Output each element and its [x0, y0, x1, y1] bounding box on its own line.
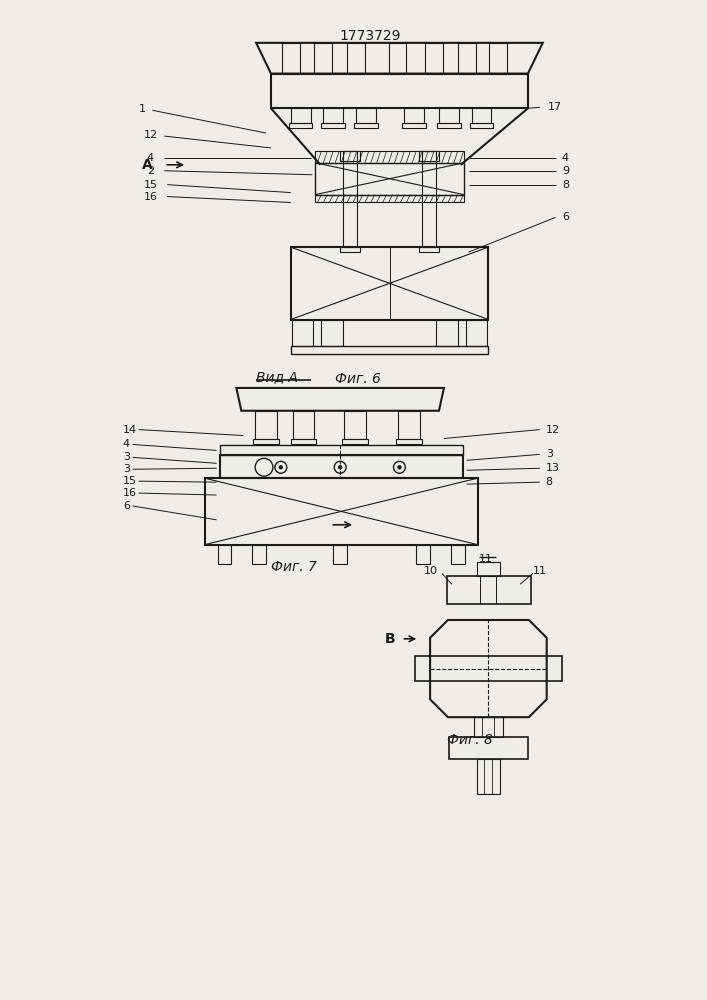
Bar: [397, 439, 422, 444]
Text: 6: 6: [562, 212, 569, 222]
Bar: [399, 411, 420, 439]
Bar: [343, 151, 357, 247]
Bar: [477, 759, 501, 794]
Bar: [439, 108, 459, 123]
Text: 14: 14: [123, 425, 137, 435]
Text: А: А: [142, 158, 153, 172]
Bar: [340, 151, 360, 161]
Bar: [415, 656, 561, 681]
Bar: [253, 439, 279, 444]
Bar: [449, 737, 528, 759]
Bar: [288, 123, 312, 128]
Text: 3: 3: [546, 449, 553, 459]
Bar: [425, 43, 443, 74]
Bar: [315, 163, 464, 195]
Bar: [419, 151, 439, 161]
Bar: [323, 108, 343, 123]
Text: 4: 4: [562, 153, 569, 163]
Bar: [322, 320, 343, 346]
Bar: [293, 411, 315, 439]
Bar: [220, 445, 462, 455]
Bar: [291, 108, 310, 123]
Bar: [315, 43, 332, 74]
Text: 4: 4: [147, 153, 154, 163]
Text: 12: 12: [144, 130, 158, 140]
Bar: [437, 123, 461, 128]
Text: Фиг. 7: Фиг. 7: [271, 560, 317, 574]
Text: 8: 8: [546, 477, 553, 487]
Bar: [333, 545, 347, 564]
Bar: [436, 320, 457, 346]
Text: 15: 15: [123, 476, 136, 486]
Bar: [315, 195, 464, 202]
Text: 1: 1: [139, 104, 146, 114]
Bar: [252, 545, 266, 564]
Text: 10: 10: [424, 566, 438, 576]
Circle shape: [279, 466, 282, 469]
Bar: [354, 123, 378, 128]
Bar: [489, 43, 507, 74]
Bar: [292, 320, 313, 346]
Bar: [477, 562, 501, 576]
Text: Фиг. 8: Фиг. 8: [447, 733, 493, 747]
Bar: [402, 123, 426, 128]
Text: 9: 9: [562, 166, 569, 176]
Circle shape: [339, 466, 341, 469]
Bar: [356, 108, 375, 123]
Text: 17: 17: [548, 102, 562, 112]
Bar: [282, 43, 300, 74]
Bar: [451, 545, 464, 564]
Text: Вид А: Вид А: [256, 370, 298, 384]
Circle shape: [398, 466, 401, 469]
Bar: [404, 108, 424, 123]
Text: 3: 3: [123, 452, 130, 462]
Bar: [218, 545, 231, 564]
Text: 16: 16: [144, 192, 158, 202]
Text: 11: 11: [533, 566, 547, 576]
Bar: [342, 439, 368, 444]
Text: 3: 3: [123, 464, 130, 474]
Text: 15: 15: [144, 180, 158, 190]
Text: 13: 13: [546, 463, 560, 473]
Bar: [472, 108, 491, 123]
Bar: [466, 320, 487, 346]
Text: Фиг. 6: Фиг. 6: [335, 372, 381, 386]
Bar: [340, 247, 360, 252]
Text: 12: 12: [546, 425, 560, 435]
Bar: [344, 411, 366, 439]
Bar: [419, 247, 439, 252]
Text: В: В: [385, 632, 395, 646]
Bar: [315, 151, 464, 163]
Bar: [447, 576, 531, 604]
Text: 11: 11: [479, 554, 493, 564]
Text: 8: 8: [562, 180, 569, 190]
Text: 4: 4: [123, 439, 130, 449]
Bar: [271, 74, 528, 108]
Text: 1773729: 1773729: [339, 29, 401, 43]
Bar: [220, 455, 462, 478]
Bar: [474, 717, 503, 737]
Bar: [291, 439, 317, 444]
Bar: [469, 123, 493, 128]
Text: 2: 2: [147, 166, 154, 176]
Bar: [255, 411, 277, 439]
Bar: [205, 478, 477, 545]
Bar: [389, 43, 407, 74]
Bar: [416, 545, 430, 564]
Bar: [322, 123, 345, 128]
Bar: [291, 346, 489, 354]
Text: 6: 6: [123, 501, 130, 511]
Bar: [457, 43, 476, 74]
Bar: [347, 43, 365, 74]
Bar: [291, 247, 489, 320]
Text: 16: 16: [123, 488, 136, 498]
Bar: [422, 151, 436, 247]
